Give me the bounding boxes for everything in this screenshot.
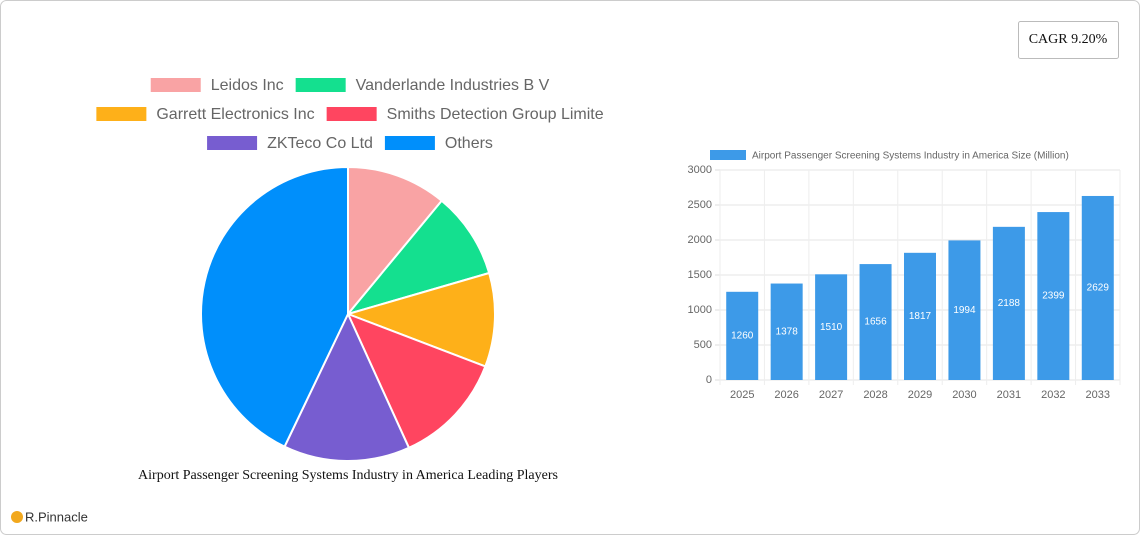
bar — [815, 274, 848, 380]
value-label: 1378 — [776, 326, 799, 337]
x-tick-label: 2028 — [863, 389, 887, 401]
x-tick-label: 2031 — [997, 389, 1021, 401]
y-tick-label: 1500 — [688, 269, 712, 281]
legend-label: Airport Passenger Screening Systems Indu… — [752, 151, 1069, 162]
value-label: 1260 — [731, 331, 754, 342]
bar — [859, 264, 892, 380]
bar — [1081, 195, 1114, 380]
x-tick-label: 2033 — [1086, 389, 1110, 401]
x-tick-label: 2025 — [730, 389, 754, 401]
y-tick-label: 2000 — [688, 234, 712, 246]
legend-swatch — [326, 107, 377, 121]
legend-swatch — [207, 136, 258, 150]
legend-swatch — [710, 150, 746, 160]
badge-box — [1018, 21, 1119, 59]
legend-label: Vanderlande Industries B V — [356, 77, 550, 94]
logo-icon — [11, 511, 23, 523]
bar — [904, 252, 936, 380]
x-tick-label: 2032 — [1041, 389, 1065, 401]
legend-swatch — [295, 78, 346, 92]
pie-slice — [346, 312, 487, 450]
bar — [1037, 212, 1070, 380]
legend-swatch — [150, 78, 201, 92]
cagr-badge: CAGR 9.20% — [1029, 32, 1108, 47]
value-label: 1656 — [864, 317, 887, 328]
y-tick-label: 1000 — [688, 304, 712, 316]
y-tick-label: 500 — [694, 339, 712, 351]
legend-label: Leidos Inc — [211, 77, 284, 94]
logo: R.Pinnacle — [25, 509, 88, 524]
value-label: 2399 — [1042, 291, 1065, 302]
pie-title: Airport Passenger Screening Systems Indu… — [138, 468, 558, 483]
x-tick-label: 2030 — [952, 389, 976, 401]
legend-swatch — [96, 107, 147, 121]
pie-slice — [345, 199, 491, 316]
legend-label: Garrett Electronics Inc — [156, 106, 314, 123]
value-label: 2629 — [1087, 283, 1110, 294]
value-label: 1510 — [820, 322, 843, 333]
bar — [948, 240, 981, 380]
x-tick-label: 2029 — [908, 389, 932, 401]
legend-label: ZKTeco Co Ltd — [267, 135, 373, 152]
legend-swatch — [384, 136, 435, 150]
bar — [726, 291, 759, 380]
value-label: 1817 — [909, 311, 932, 322]
pie-slice — [344, 271, 496, 368]
pie-slice — [347, 165, 444, 317]
pie-slice — [283, 311, 411, 462]
pie-slice — [200, 165, 349, 448]
y-tick-label: 3000 — [688, 164, 712, 176]
y-tick-label: 0 — [706, 374, 712, 386]
bar — [770, 283, 803, 380]
legend-label: Others — [445, 135, 493, 152]
value-label: 1994 — [953, 305, 976, 316]
bar — [992, 226, 1025, 380]
x-tick-label: 2026 — [774, 389, 798, 401]
x-tick-label: 2027 — [819, 389, 843, 401]
y-tick-label: 2500 — [688, 199, 712, 211]
legend-label: Smiths Detection Group Limite — [387, 106, 604, 123]
value-label: 2188 — [998, 298, 1021, 309]
